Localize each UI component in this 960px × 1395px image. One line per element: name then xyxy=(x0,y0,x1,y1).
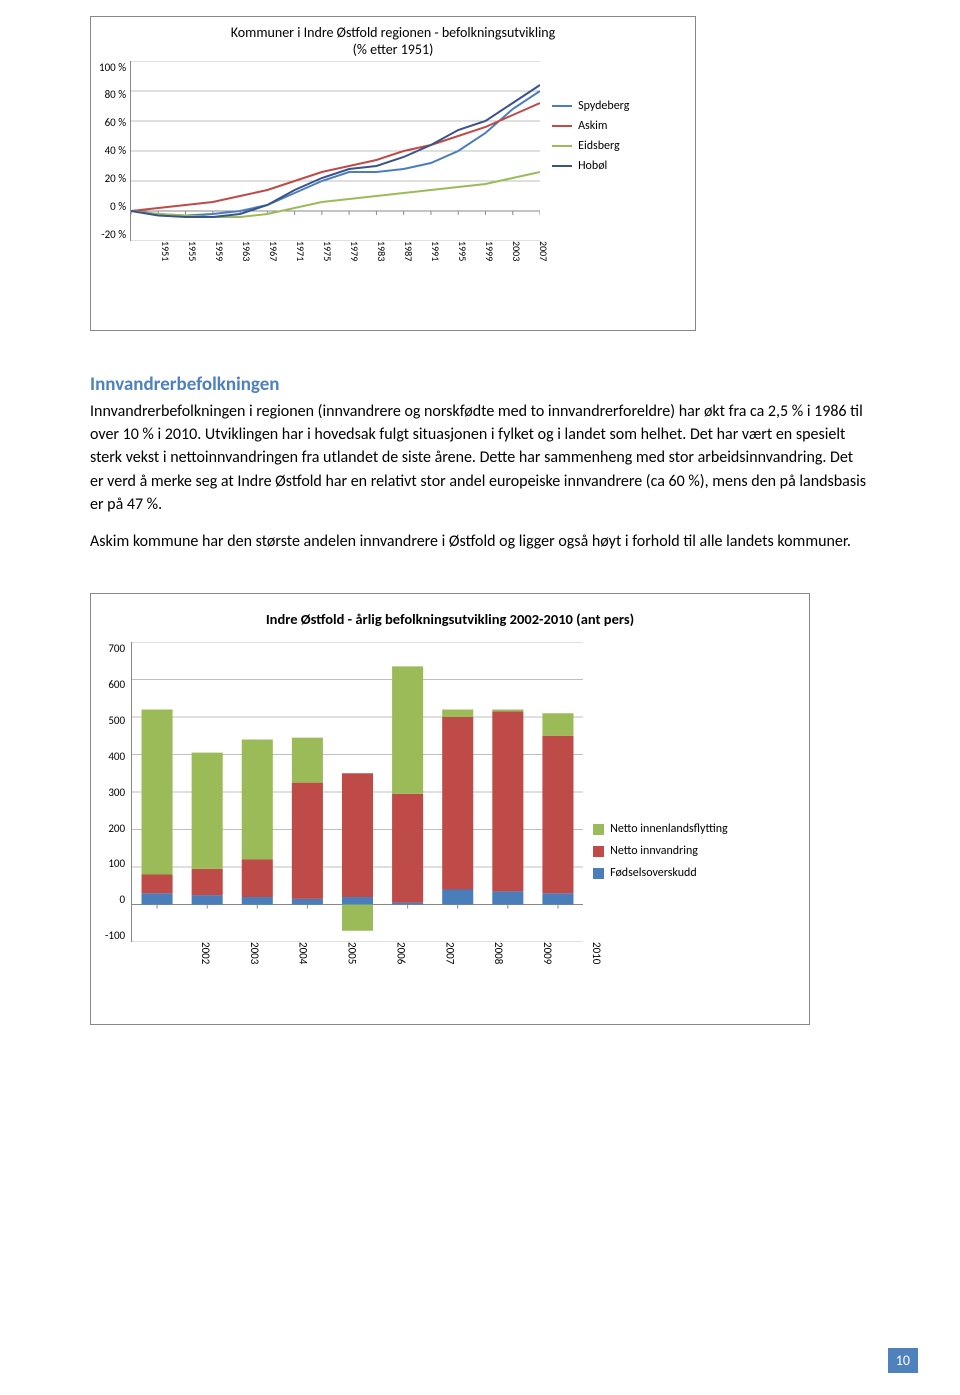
annual-population-bar-chart: Indre Østfold - årlig befolkningsutvikli… xyxy=(90,593,810,1025)
chart1-title-line1: Kommuner i Indre Østfold regionen - befo… xyxy=(231,24,556,41)
paragraph-2: Askim kommune har den største andelen in… xyxy=(90,530,870,553)
section-heading: Innvandrerbefolkningen xyxy=(90,373,870,396)
chart2-title: Indre Østfold - årlig befolkningsutvikli… xyxy=(91,594,809,642)
chart1-legend: Spydeberg Askim Eidsberg Hobøl xyxy=(540,61,629,241)
legend-item: Hobøl xyxy=(552,159,629,173)
chart2-x-axis: 200220032004200520062007200820092010 xyxy=(91,942,603,982)
legend-item: Netto innvandring xyxy=(593,844,728,858)
legend-item: Fødselsoverskudd xyxy=(593,866,728,880)
chart1-y-axis: 100 %80 %60 %40 %20 %0 %-20 % xyxy=(99,61,130,241)
legend-item: Netto innenlandsflytting xyxy=(593,822,728,836)
paragraph-1: Innvandrerbefolkningen i regionen (innva… xyxy=(90,400,870,516)
chart1-x-axis: 1951195519591963196719711975197919831987… xyxy=(91,241,559,281)
population-growth-line-chart: Kommuner i Indre Østfold regionen - befo… xyxy=(90,16,696,331)
legend-item: Eidsberg xyxy=(552,139,629,153)
chart2-legend: Netto innenlandsflytting Netto innvandrin… xyxy=(583,642,728,942)
chart1-plot-area xyxy=(130,61,540,241)
legend-item: Spydeberg xyxy=(552,99,629,113)
chart2-plot-area xyxy=(131,642,583,942)
page-number: 10 xyxy=(888,1348,918,1373)
legend-item: Askim xyxy=(552,119,629,133)
chart1-title: Kommuner i Indre Østfold regionen - befo… xyxy=(91,17,695,61)
chart2-y-axis: 7006005004003002001000-100 xyxy=(105,642,131,942)
chart1-title-line2: (% etter 1951) xyxy=(353,41,434,58)
